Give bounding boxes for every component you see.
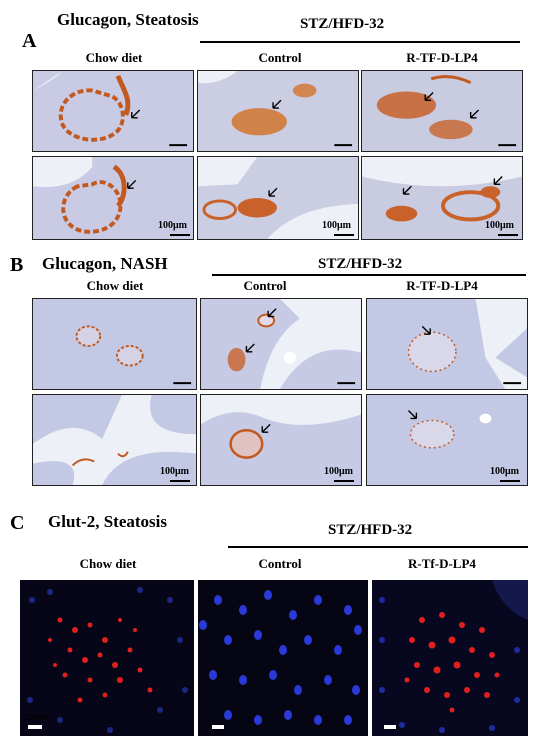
panel-a-scalebar-treated	[498, 234, 518, 236]
panel-a-image-treated-2	[361, 156, 523, 240]
panel-b-col-control: Control	[243, 278, 287, 293]
panel-b-group-title: STZ/HFD-32	[318, 256, 403, 272]
panel-c-image-treated	[372, 580, 528, 736]
panel-a-scalebar-control	[334, 234, 354, 236]
panel-b-image-control-2	[200, 394, 362, 486]
panel-b-image-treated-2	[366, 394, 528, 486]
panel-b-col-chow: Chow diet	[86, 278, 144, 293]
panel-a-title: Glucagon, Steatosis	[57, 10, 199, 29]
panel-b-group-rule	[212, 274, 526, 276]
panel-b-image-chow-2	[32, 394, 197, 486]
panel-c-col-control: Control	[258, 556, 302, 571]
panel-c-col-chow: Chow diet	[79, 556, 137, 571]
panel-b-scalebar-chow	[170, 480, 190, 482]
panel-a-col-control: Control	[258, 50, 302, 65]
panel-a-image-treated-1	[361, 70, 523, 152]
panel-b-scale-label-treated: 100μm	[490, 466, 519, 477]
panel-c-col-treated: R-Tf-D-LP4	[408, 556, 476, 571]
panel-a-col-chow: Chow diet	[85, 50, 143, 65]
panel-c-scale-label-chow: 20μm	[24, 712, 48, 723]
panel-b-scale-label-control: 100μm	[324, 466, 353, 477]
panel-b-col-treated: R-TF-D-LP4	[406, 278, 478, 293]
panel-a-scale-label-treated: 100μm	[485, 220, 514, 231]
panel-c-image-control	[198, 580, 368, 736]
panel-b-scalebar-control	[334, 480, 354, 482]
panel-c-letter: C	[10, 512, 25, 534]
panel-a-col-treated: R-TF-D-LP4	[406, 50, 478, 65]
panel-a-image-control-1	[197, 70, 359, 152]
panel-a-letter: A	[22, 30, 37, 52]
panel-c-group-rule	[228, 546, 528, 548]
panel-c-scalebar-control	[212, 725, 224, 729]
panel-b-image-chow-1	[32, 298, 197, 390]
panel-c-group-title: STZ/HFD-32	[328, 522, 413, 538]
panel-a-group-title: STZ/HFD-32	[300, 16, 385, 32]
panel-a-group-rule	[200, 41, 520, 43]
panel-c-scalebar-chow	[28, 725, 42, 729]
panel-a-image-chow-2	[32, 156, 194, 240]
panel-a-image-control-2	[197, 156, 359, 240]
panel-b-letter: B	[10, 254, 24, 276]
panel-c-scalebar-treated	[384, 725, 396, 729]
panel-b-image-control-1	[200, 298, 362, 390]
panel-a-image-chow-1	[32, 70, 194, 152]
panel-b-scale-label-chow: 100μm	[160, 466, 189, 477]
panel-a-scale-label-control: 100μm	[322, 220, 351, 231]
panel-b-title: Glucagon, NASH	[42, 254, 168, 273]
panel-c-title: Glut-2, Steatosis	[48, 512, 167, 531]
panel-a-scalebar-chow	[170, 234, 190, 236]
panel-b-image-treated-1	[366, 298, 528, 390]
panel-c-image-chow	[20, 580, 194, 736]
panel-b-scalebar-treated	[500, 480, 520, 482]
panel-a-scale-label-chow: 100μm	[158, 220, 187, 231]
